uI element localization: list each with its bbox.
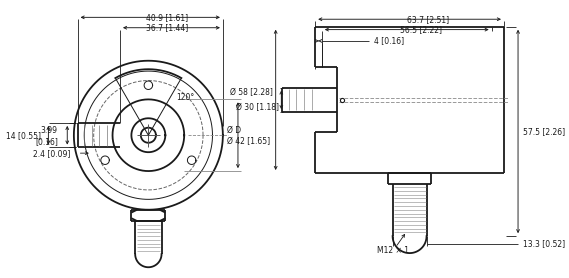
Text: Ø 42 [1.65]: Ø 42 [1.65] — [226, 137, 270, 146]
Text: 13.3 [0.52]: 13.3 [0.52] — [523, 239, 565, 248]
Text: [0.16]: [0.16] — [35, 137, 58, 146]
Text: 56.5 [2.22]: 56.5 [2.22] — [400, 25, 442, 34]
Text: 120°: 120° — [176, 93, 195, 102]
Text: 14 [0.55]: 14 [0.55] — [6, 131, 41, 140]
Text: 4 [0.16]: 4 [0.16] — [374, 36, 404, 45]
Text: 57.5 [2.26]: 57.5 [2.26] — [523, 127, 565, 136]
Text: Ø D: Ø D — [226, 126, 241, 135]
Text: 3.99: 3.99 — [41, 126, 58, 135]
Text: 36.7 [1.44]: 36.7 [1.44] — [146, 23, 188, 32]
Text: M12 × 1: M12 × 1 — [377, 246, 409, 255]
Text: Ø 30 [1.18]: Ø 30 [1.18] — [236, 103, 278, 112]
Text: 63.7 [2.51]: 63.7 [2.51] — [407, 15, 450, 24]
Text: 40.9 [1.61]: 40.9 [1.61] — [146, 13, 188, 22]
Text: Ø 58 [2.28]: Ø 58 [2.28] — [230, 88, 273, 97]
Text: 2.4 [0.09]: 2.4 [0.09] — [32, 150, 70, 158]
